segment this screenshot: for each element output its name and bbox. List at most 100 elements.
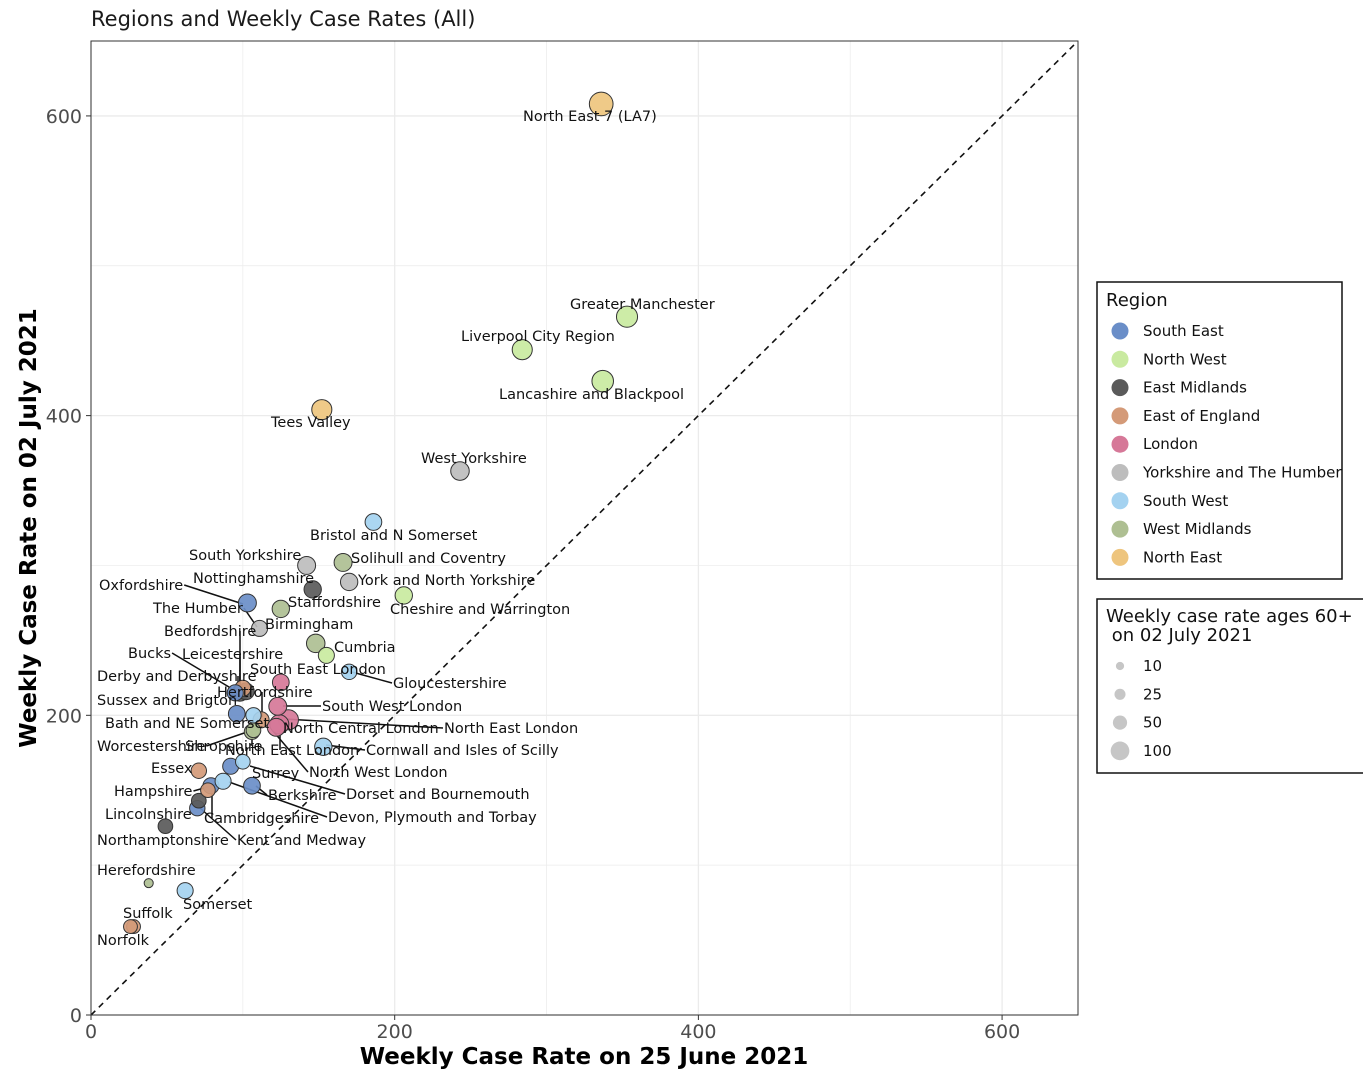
legend-region-swatch [1111,407,1129,425]
data-point [123,919,138,935]
point-label: Gloucestershire [393,676,507,692]
data-point [314,737,333,756]
y-tick-label: 0 [70,1005,82,1027]
legend-region-title: Region [1106,290,1168,311]
legend-size-items: 10 25 50 100 [1110,657,1172,761]
legend-size-swatch [1115,661,1125,671]
data-point [243,776,261,795]
label-leader-line [199,807,237,841]
plot-panel: North East 7 (LA7) Greater Manchester Live… [90,40,1079,1016]
legend-size-label: 100 [1143,742,1172,760]
legend-region-label: North East [1143,548,1222,566]
legend-size-label: 10 [1143,657,1162,675]
data-point [394,586,413,605]
y-axis-ticks: 0 200 400 600 [46,106,91,1027]
point-label: Nottinghamshire [193,571,314,587]
point-label: South Yorkshire [189,548,301,564]
label-leader-line [171,652,235,691]
y-tick-label: 600 [46,106,82,128]
legend-region-swatch [1111,492,1129,510]
point-label: Birmingham [265,617,353,633]
point-label: Liverpool City Region [461,329,615,345]
legend-size-label: 50 [1143,714,1162,732]
legend-region: Region South East North West East Midlands… [1096,281,1343,580]
point-label: Dorset and Bournemouth [346,787,530,803]
point-label: Lancashire and Blackpool [499,387,684,403]
data-point [176,882,194,900]
point-label: The Humber [152,601,243,617]
reference-diagonal-line [90,40,1079,1016]
point-label: South East London [250,662,386,678]
point-label: Bristol and N Somerset [310,528,478,544]
label-leader-line [325,744,366,751]
data-point [339,572,359,592]
label-leader-line [183,584,244,605]
legend-size-title-line1: Weekly case rate ages 60+ [1106,606,1353,627]
legend-size: Weekly case rate ages 60+ on 02 July 202… [1096,598,1363,774]
legend-region-label: South West [1143,492,1228,510]
data-point [226,684,244,702]
data-point [235,753,251,770]
data-point [200,782,216,799]
legend-region-label: South East [1143,322,1224,340]
point-label: Lincolnshire [105,807,192,823]
point-label: Devon, Plymouth and Torbay [328,810,537,826]
x-axis-title: Weekly Case Rate on 25 June 2021 [360,1044,809,1069]
legend-region-swatch [1111,379,1129,397]
data-point [271,599,290,619]
plot-border [90,40,1079,1016]
data-point [143,878,154,889]
legend-region-label: West Midlands [1143,520,1252,538]
point-label: North East London [444,721,578,737]
point-label: Cornwall and Isles of Scilly [366,743,559,759]
point-label: York and North Yorkshire [357,573,535,589]
data-point [214,772,232,790]
y-tick-label: 200 [46,705,82,727]
point-label: Hertfordshire [217,685,313,701]
legend-size-swatch [1114,688,1126,700]
point-label: Leicestershire [182,647,283,663]
point-label: Staffordshire [288,595,381,611]
point-label: Essex [151,761,193,777]
data-point [511,339,533,361]
data-points [123,91,639,935]
point-label: Cambridgeshire [204,811,319,827]
legend-region-swatch [1111,464,1129,481]
legend-region-swatch [1111,350,1129,368]
point-label: Derby and Derbyshire [97,669,257,685]
legend-size-title-line2: on 02 July 2021 [1106,625,1252,646]
legend-region-swatch [1111,435,1129,453]
data-point [157,818,174,835]
data-point [237,593,257,613]
legend-region-label: London [1143,435,1198,453]
legend-region-items: South East North West East Midlands East of… [1111,322,1342,566]
data-point [245,722,262,739]
point-label: North West London [309,765,448,781]
point-label: Northamptonshire [97,833,229,849]
point-label: North Central London [283,721,439,737]
point-label: South West London [322,699,462,715]
legend-region-swatch [1111,520,1129,538]
legend-region-label: North West [1143,350,1227,368]
y-tick-label: 400 [46,406,82,428]
data-point [340,663,358,681]
point-label: Somerset [183,897,253,913]
point-label: Shropshire [185,739,263,755]
x-tick-label: 0 [85,1021,97,1043]
data-point [588,91,614,117]
point-label: Bedfordshire [164,624,256,640]
legend-region-swatch [1111,548,1129,566]
point-label: North East London [225,743,359,759]
point-label: Tees Valley [270,415,351,431]
legend-region-box [1096,281,1343,580]
x-tick-label: 400 [680,1021,716,1043]
data-point [190,792,207,809]
legend-region-label: East Midlands [1143,379,1247,397]
chart-title: Regions and Weekly Case Rates (All) [91,7,475,31]
data-point [303,580,322,599]
x-tick-label: 200 [377,1021,413,1043]
y-axis-title: Weekly Case Rate on 02 July 2021 [16,308,42,747]
point-label: Hampshire [114,784,193,800]
data-point [305,633,326,654]
